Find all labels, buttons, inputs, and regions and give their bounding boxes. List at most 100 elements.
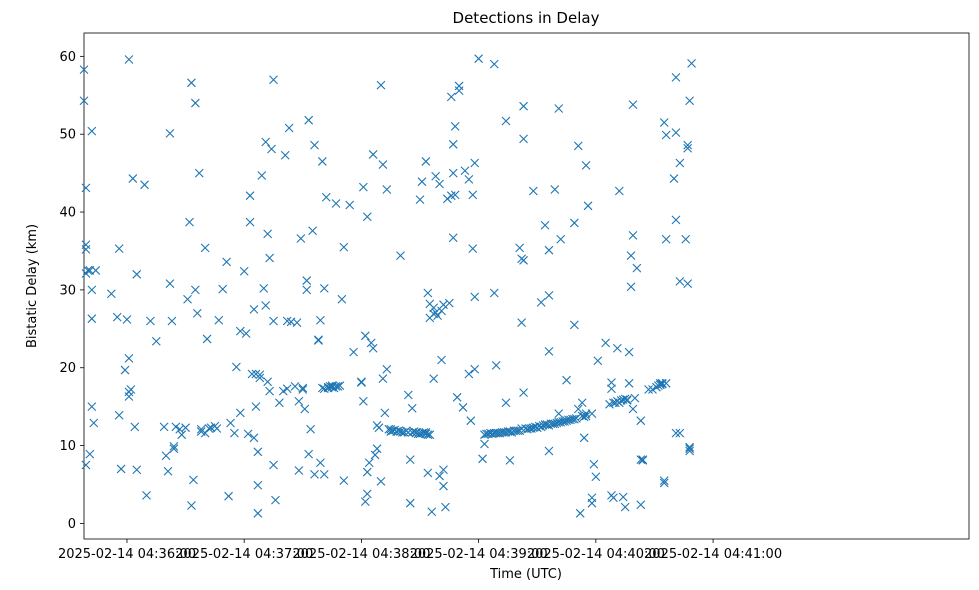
data-point <box>620 502 630 512</box>
data-point <box>362 212 372 222</box>
data-point <box>376 80 386 90</box>
data-point <box>230 428 239 438</box>
data-point <box>310 469 319 479</box>
data-point <box>245 217 255 227</box>
data-point <box>382 185 392 194</box>
data-point <box>528 423 538 433</box>
data-point <box>316 458 325 468</box>
data-point <box>669 174 679 183</box>
data-point <box>243 429 253 439</box>
x-tick-label: 2025-02-14 04:39:00 <box>410 547 548 562</box>
data-point <box>423 430 433 440</box>
data-point <box>671 128 681 138</box>
data-point <box>626 282 636 292</box>
data-point <box>124 392 134 401</box>
data-point <box>661 378 671 388</box>
data-point <box>685 442 695 452</box>
data-point <box>452 392 462 402</box>
data-point <box>544 245 554 255</box>
data-point <box>437 355 446 365</box>
data-point <box>466 416 476 426</box>
data-point <box>358 396 368 406</box>
data-point <box>550 185 560 194</box>
data-point <box>683 143 693 153</box>
data-point <box>87 126 97 136</box>
y-tick-label: 20 <box>59 361 76 376</box>
data-point <box>112 312 122 322</box>
data-point <box>263 229 273 239</box>
data-point <box>421 157 431 166</box>
data-point <box>212 424 222 433</box>
data-point <box>189 475 198 485</box>
data-point <box>450 122 460 131</box>
data-point <box>628 404 638 414</box>
data-point <box>429 303 439 313</box>
data-point <box>554 104 564 113</box>
data-point <box>349 347 358 357</box>
data-point <box>296 234 306 243</box>
data-point <box>116 464 126 474</box>
data-point <box>304 115 314 125</box>
data-point <box>687 58 696 68</box>
data-point <box>85 449 95 459</box>
data-point <box>366 338 376 348</box>
data-point <box>362 489 372 499</box>
x-tick-label: 2025-02-14 04:38:00 <box>292 547 430 562</box>
data-point <box>200 243 210 253</box>
data-point <box>142 491 151 500</box>
data-point <box>659 478 669 488</box>
data-point <box>587 409 597 419</box>
data-point <box>278 386 288 396</box>
data-point <box>544 446 554 456</box>
data-point <box>519 255 528 265</box>
data-point <box>79 65 89 74</box>
data-point <box>362 467 372 477</box>
data-point <box>218 284 228 294</box>
data-point <box>235 408 245 418</box>
data-point <box>253 480 263 490</box>
data-point <box>120 365 130 375</box>
data-point <box>501 398 511 408</box>
data-point <box>165 279 175 289</box>
data-point <box>169 444 179 454</box>
data-point <box>478 454 487 464</box>
data-point <box>448 139 458 149</box>
data-point <box>519 101 528 111</box>
data-point <box>593 356 603 366</box>
y-tick-label: 60 <box>59 50 76 65</box>
data-point <box>636 455 646 464</box>
data-point <box>321 192 331 202</box>
data-point <box>581 411 591 421</box>
data-point <box>231 362 241 372</box>
data-point <box>626 251 636 261</box>
data-point <box>290 382 300 391</box>
data-point <box>437 306 446 316</box>
data-point <box>124 354 134 363</box>
data-point <box>685 444 695 454</box>
y-tick-label: 0 <box>68 517 76 532</box>
data-point <box>177 430 187 440</box>
axes-frame <box>83 32 970 540</box>
data-point <box>257 171 267 180</box>
data-point <box>489 288 499 298</box>
x-tick-label: 2025-02-14 04:40:00 <box>527 547 665 562</box>
data-point <box>636 500 646 510</box>
data-point <box>360 497 370 507</box>
data-point <box>636 416 646 426</box>
data-point <box>81 460 91 470</box>
data-point <box>661 130 671 140</box>
data-point <box>448 233 458 243</box>
data-point <box>448 168 458 178</box>
data-point <box>132 269 142 279</box>
data-point <box>294 466 304 475</box>
data-point <box>431 171 441 181</box>
data-point <box>544 290 554 300</box>
x-axis-label: Time (UTC) <box>489 567 562 582</box>
data-point <box>569 218 579 228</box>
data-point <box>239 266 249 276</box>
data-point <box>181 423 190 433</box>
data-point <box>528 186 538 196</box>
data-point <box>163 466 173 476</box>
data-point <box>405 498 415 508</box>
